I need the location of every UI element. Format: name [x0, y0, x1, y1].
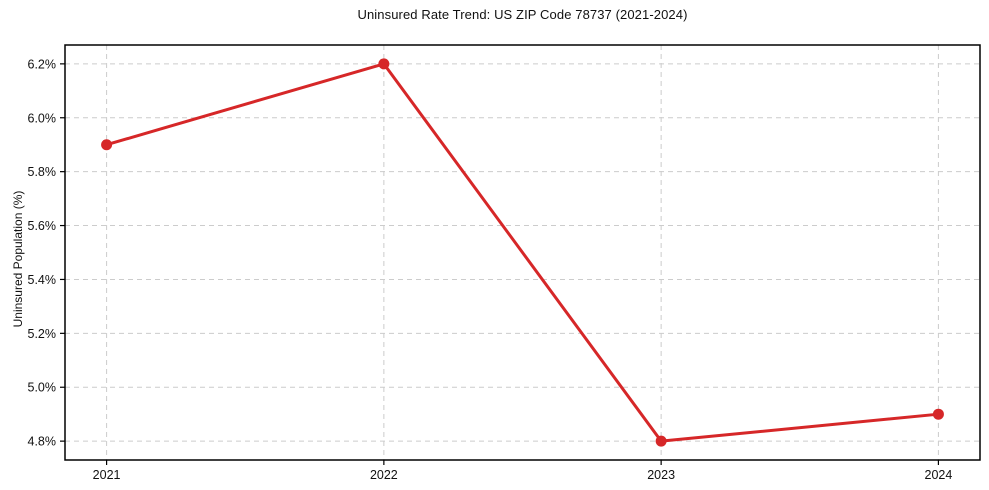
data-point [655, 435, 667, 447]
data-point [932, 408, 944, 420]
y-tick-label: 4.8% [28, 435, 57, 449]
y-tick-label: 6.2% [28, 57, 57, 71]
x-tick-label: 2021 [93, 468, 121, 482]
x-tick-label: 2023 [647, 468, 675, 482]
y-tick-label: 5.4% [28, 273, 57, 287]
y-tick-label: 5.8% [28, 165, 57, 179]
data-point [101, 139, 113, 151]
y-tick-label: 5.6% [28, 219, 57, 233]
data-point [378, 58, 390, 70]
y-tick-label: 6.0% [28, 111, 57, 125]
chart-title: Uninsured Rate Trend: US ZIP Code 78737 … [357, 7, 688, 22]
x-tick-label: 2024 [925, 468, 953, 482]
x-tick-label: 2022 [370, 468, 398, 482]
trend-line [105, 62, 940, 443]
plot-border [64, 44, 981, 461]
y-tick-label: 5.2% [28, 327, 57, 341]
y-tick-label: 5.0% [28, 381, 57, 395]
